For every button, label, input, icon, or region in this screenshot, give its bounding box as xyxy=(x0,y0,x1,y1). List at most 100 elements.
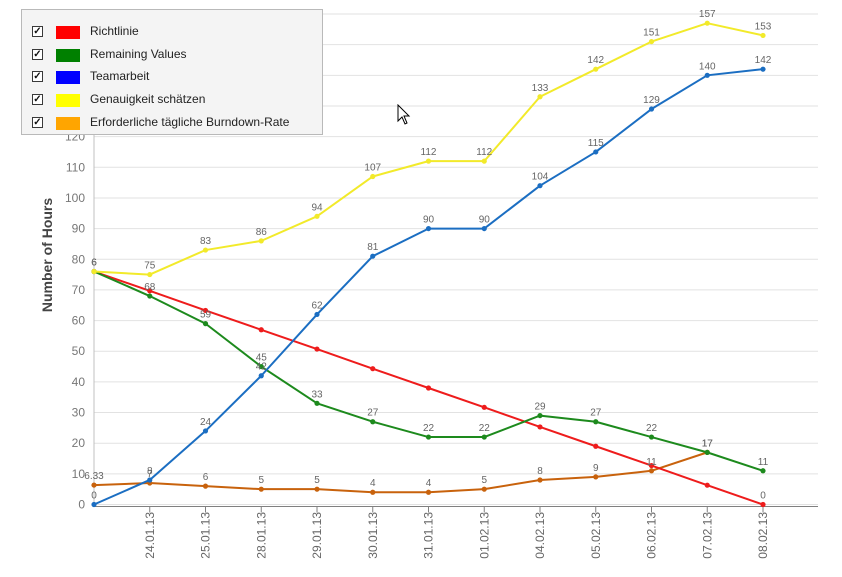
y-tick-label: 110 xyxy=(66,160,85,174)
data-point xyxy=(481,225,487,232)
data-point xyxy=(648,468,655,474)
data-label: 22 xyxy=(646,423,658,434)
x-tick-label: 04.02.13 xyxy=(533,512,547,559)
x-tick-label: 24.01.13 xyxy=(143,512,157,559)
legend-item-remaining-values[interactable]: ✓ Remaining Values xyxy=(22,46,322,66)
x-tick-label: 07.02.13 xyxy=(700,512,714,559)
data-point xyxy=(314,346,320,352)
legend-swatch-richtlinie xyxy=(56,26,80,39)
legend-checkbox-richtlinie[interactable]: ✓ xyxy=(32,26,43,37)
data-point xyxy=(425,225,432,232)
data-label: 83 xyxy=(200,236,212,247)
data-point xyxy=(481,158,487,164)
data-label: 0 xyxy=(91,491,97,502)
data-point xyxy=(147,477,153,483)
legend-label-remaining-values: Remaining Values xyxy=(90,47,187,61)
data-point xyxy=(481,434,487,440)
x-tick-label: 01.02.13 xyxy=(477,512,491,559)
data-label: 33 xyxy=(311,389,323,400)
data-point xyxy=(760,468,766,474)
x-tick-label: 25.01.13 xyxy=(199,512,213,559)
data-point xyxy=(91,482,97,488)
legend-label-richtlinie: Richtlinie xyxy=(90,24,139,38)
data-label: 45 xyxy=(256,353,268,364)
data-point xyxy=(425,489,432,495)
x-tick-label: 30.01.13 xyxy=(366,512,380,559)
data-label: 6 xyxy=(91,258,97,269)
y-tick-label: 70 xyxy=(72,283,86,297)
data-label: 133 xyxy=(532,83,549,94)
data-point xyxy=(648,38,655,45)
data-point xyxy=(370,489,376,495)
data-label: 5 xyxy=(314,475,320,486)
data-label: 90 xyxy=(423,215,435,226)
y-tick-label: 100 xyxy=(65,191,85,205)
legend-checkbox-remaining-values[interactable]: ✓ xyxy=(32,49,43,60)
data-label: 140 xyxy=(699,61,716,72)
data-label: 9 xyxy=(593,463,599,474)
legend-item-richtlinie[interactable]: ✓ Richtlinie xyxy=(22,23,322,43)
data-label: 11 xyxy=(646,457,657,468)
y-tick-label: 20 xyxy=(72,436,86,450)
data-label: 129 xyxy=(643,95,660,106)
chart-legend: ✓ Richtlinie ✓ Remaining Values ✓ Teamar… xyxy=(21,9,323,135)
data-label: 4 xyxy=(426,478,432,489)
data-label: 6.33 xyxy=(84,471,104,482)
data-point xyxy=(593,419,599,425)
data-label: 0 xyxy=(760,491,766,502)
data-point xyxy=(147,293,153,299)
data-point xyxy=(91,501,97,508)
data-label: 107 xyxy=(364,162,381,173)
data-label: 153 xyxy=(755,21,772,32)
legend-item-burndown-rate[interactable]: ✓ Erforderliche tägliche Burndown-Rate xyxy=(22,114,322,134)
data-point xyxy=(704,449,710,455)
data-point xyxy=(425,158,432,164)
data-label: 112 xyxy=(476,147,492,158)
data-label: 7 xyxy=(147,469,153,480)
data-point xyxy=(91,268,97,275)
series-line-erforderliche-t-gliche-burndown-rate xyxy=(93,451,708,494)
x-tick-label: 05.02.13 xyxy=(589,512,603,559)
data-point xyxy=(760,32,766,39)
y-axis-title: Number of Hours xyxy=(39,198,55,313)
data-label: 75 xyxy=(144,261,156,272)
data-point xyxy=(648,106,655,112)
data-label: 17 xyxy=(702,438,714,449)
data-label: 11 xyxy=(758,457,769,468)
data-label: 142 xyxy=(755,55,772,66)
data-point xyxy=(147,288,153,294)
data-label: 27 xyxy=(590,408,602,419)
legend-swatch-teamarbeit xyxy=(56,71,80,84)
data-label: 86 xyxy=(256,227,268,238)
data-point xyxy=(202,428,209,434)
y-tick-label: 10 xyxy=(72,467,86,481)
data-label: 6 xyxy=(203,472,209,483)
y-tick-label: 50 xyxy=(72,344,86,358)
legend-checkbox-teamarbeit[interactable]: ✓ xyxy=(32,71,43,82)
data-label: 6 xyxy=(91,258,97,269)
y-tick-label: 40 xyxy=(72,375,86,389)
data-point xyxy=(258,373,264,379)
data-point xyxy=(537,183,543,189)
legend-label-burndown-rate: Erforderliche tägliche Burndown-Rate xyxy=(90,115,290,129)
data-point xyxy=(704,482,710,488)
legend-item-genauigkeit-schaetzen[interactable]: ✓ Genauigkeit schätzen xyxy=(22,91,322,111)
legend-checkbox-genauigkeit-schaetzen[interactable]: ✓ xyxy=(32,94,43,105)
legend-checkbox-burndown-rate[interactable]: ✓ xyxy=(32,117,43,128)
data-point xyxy=(425,385,432,391)
data-point xyxy=(314,213,320,219)
data-label: 27 xyxy=(367,408,379,419)
data-point xyxy=(258,238,264,244)
legend-item-teamarbeit[interactable]: ✓ Teamarbeit xyxy=(22,68,322,88)
data-point xyxy=(258,327,264,333)
x-tick-label: 28.01.13 xyxy=(254,512,268,559)
y-tick-label: 90 xyxy=(72,222,86,236)
data-point xyxy=(314,400,320,406)
data-point xyxy=(760,66,766,72)
data-point xyxy=(370,173,376,180)
y-tick-label: 60 xyxy=(72,314,86,328)
data-point xyxy=(258,486,264,492)
data-label: 59 xyxy=(200,310,212,321)
data-point xyxy=(314,486,320,492)
data-point xyxy=(481,404,487,410)
